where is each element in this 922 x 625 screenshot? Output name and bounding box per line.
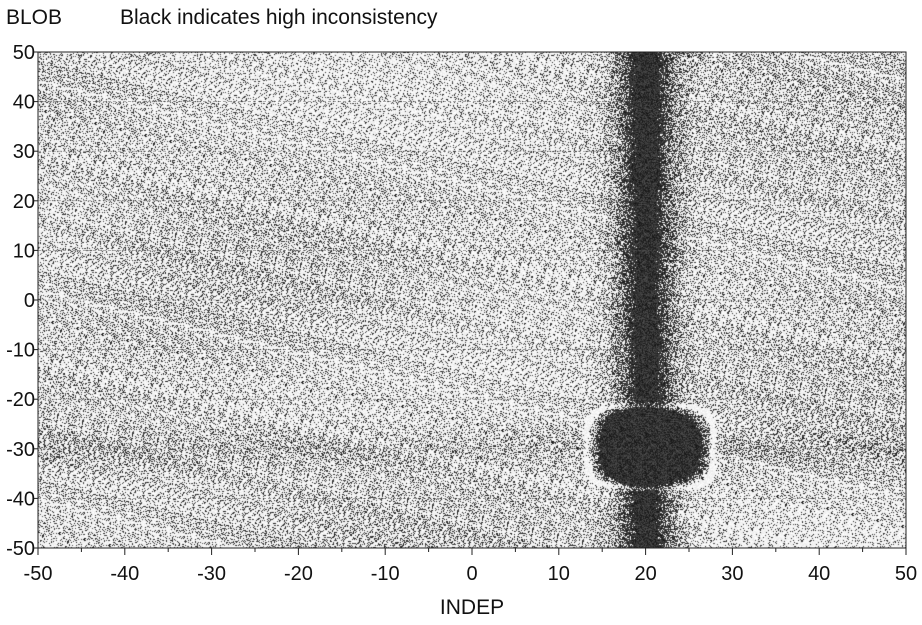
- y-tick-label: 30: [13, 141, 35, 163]
- x-tick-label: -40: [110, 563, 139, 585]
- x-tick-label: 20: [634, 563, 656, 585]
- y-tick-label: -10: [6, 340, 35, 362]
- y-tick-label: -40: [6, 488, 35, 510]
- heatmap-canvas: [38, 52, 906, 548]
- x-tick-label: -30: [197, 563, 226, 585]
- x-tick-label: 40: [808, 563, 830, 585]
- y-tick-label: -30: [6, 439, 35, 461]
- y-axis-label: BLOB: [6, 6, 62, 29]
- x-tick-label: 50: [895, 563, 917, 585]
- plot-area: [37, 51, 907, 549]
- x-tick-label: -50: [24, 563, 53, 585]
- chart-title: Black indicates high inconsistency: [120, 6, 438, 29]
- x-tick-label: 30: [721, 563, 743, 585]
- x-axis-label: INDEP: [440, 596, 504, 619]
- y-tick-label: 0: [24, 290, 35, 312]
- x-tick-label: 0: [466, 563, 477, 585]
- y-tick-label: 10: [13, 240, 35, 262]
- x-tick-label: -20: [284, 563, 313, 585]
- y-tick-label: -20: [6, 389, 35, 411]
- y-tick-label: 20: [13, 191, 35, 213]
- y-tick-label: 50: [13, 42, 35, 64]
- y-tick-label: 40: [13, 92, 35, 114]
- y-tick-label: -50: [6, 538, 35, 560]
- y-axis: 50 40 30 20 10 0 -10 -20 -30 -40 -50: [6, 42, 38, 560]
- x-tick-label: -10: [371, 563, 400, 585]
- x-tick-label: 10: [548, 563, 570, 585]
- x-axis: -50 -40 -30 -20 -10 0 10 20 30 40 50: [24, 548, 917, 585]
